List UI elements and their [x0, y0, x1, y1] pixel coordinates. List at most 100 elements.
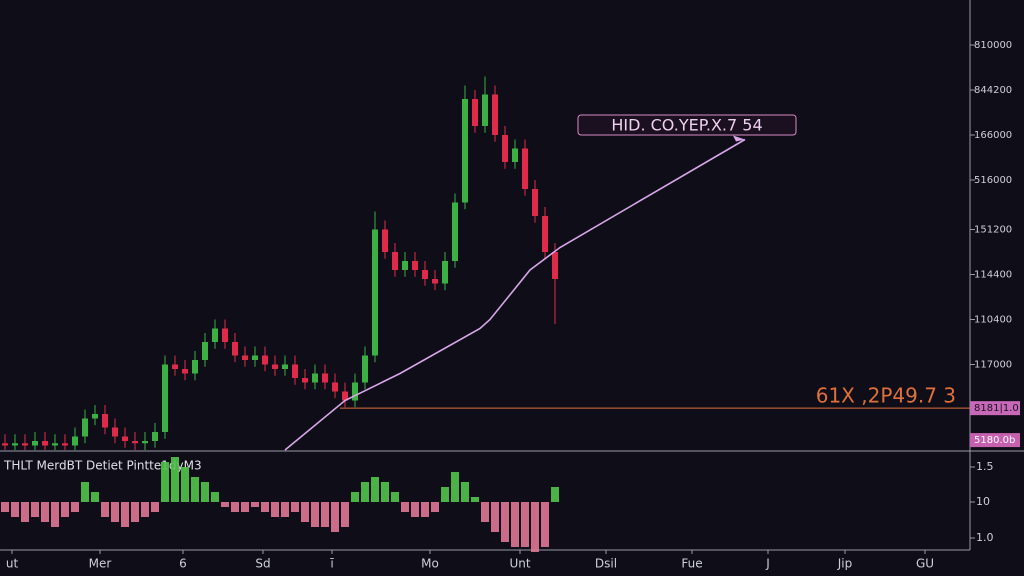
oscillator-bar: [471, 497, 479, 502]
oscillator-bar: [521, 502, 529, 547]
candle-body: [312, 373, 318, 383]
oscillator-bar: [31, 502, 39, 517]
oscillator-bar: [261, 502, 269, 512]
candle-body: [82, 418, 88, 437]
oscillator-bar: [41, 502, 49, 522]
oscillator-bar: [391, 492, 399, 502]
price-tag: [970, 433, 1020, 448]
y-tick-label: 166000: [974, 130, 1012, 141]
y-tick-label: 810000: [974, 40, 1012, 51]
oscillator-bar: [301, 502, 309, 522]
price-tag-label: 5180.0b: [974, 435, 1015, 446]
oscillator-bar: [161, 462, 169, 502]
candle-body: [322, 373, 328, 383]
candle-body: [512, 148, 518, 162]
oscillator-bar: [401, 502, 409, 512]
candle-body: [152, 432, 158, 441]
oscillator-bar: [231, 502, 239, 512]
oscillator-bar: [371, 477, 379, 502]
candle-body: [52, 443, 58, 446]
oscillator-bar: [111, 502, 119, 522]
candle-body: [202, 342, 208, 360]
oscillator-bar: [181, 467, 189, 502]
candle-body: [142, 441, 148, 444]
x-tick-label: Dsil: [595, 557, 617, 571]
oscillator-bar: [151, 502, 159, 512]
oscillator-bar: [291, 502, 299, 512]
x-tick-label: Jip: [837, 557, 853, 571]
candle-body: [552, 252, 558, 279]
oscillator-bar: [51, 502, 59, 527]
oscillator-bar: [421, 502, 429, 517]
oscillator-bar: [451, 472, 459, 502]
candle-body: [382, 229, 388, 252]
x-tick-label: Unt: [509, 557, 530, 571]
oscillator-bar: [491, 502, 499, 532]
candle-body: [72, 436, 78, 446]
y-tick-label: 114400: [974, 270, 1012, 281]
oscillator-bar: [81, 482, 89, 502]
candle-body: [262, 355, 268, 365]
oscillator-bar: [201, 482, 209, 502]
oscillator-bar: [281, 502, 289, 517]
oscillator-bar: [141, 502, 149, 517]
candle-body: [392, 252, 398, 270]
candle-body: [252, 355, 258, 360]
oscillator-bar: [501, 502, 509, 542]
x-tick-label: Mo: [421, 557, 439, 571]
oscillator-bar: [411, 502, 419, 517]
annotation-box: [577, 114, 797, 136]
candle-body: [122, 436, 128, 441]
candle-body: [112, 427, 118, 437]
x-tick-label: Sd: [255, 557, 270, 571]
candle-body: [432, 279, 438, 284]
oscillator-bar: [211, 492, 219, 502]
oscillator-bar: [101, 502, 109, 517]
y-tick-label: 117000: [974, 360, 1012, 371]
oscillator-bar: [311, 502, 319, 527]
oscillator-bar: [331, 502, 339, 532]
x-tick-label: ī: [329, 557, 334, 571]
candle-body: [42, 441, 48, 446]
oscillator-bar: [441, 487, 449, 502]
oscillator-bar: [511, 502, 519, 547]
x-tick-label: Fue: [681, 557, 702, 571]
candle-body: [132, 441, 138, 444]
candle-body: [292, 364, 298, 378]
oscillator-bar: [241, 502, 249, 512]
y-tick-label: 1.0: [976, 531, 994, 544]
candle-body: [522, 148, 528, 189]
candle-body: [22, 443, 28, 446]
oscillator-bar: [221, 502, 229, 507]
candle-body: [482, 94, 488, 126]
oscillator-bar: [361, 482, 369, 502]
x-tick-label: J: [765, 557, 770, 571]
candle-body: [442, 261, 448, 284]
x-tick-label: 6: [179, 557, 187, 571]
candle-body: [212, 328, 218, 342]
candle-body: [542, 216, 548, 252]
oscillator-bar: [531, 502, 539, 552]
candle-body: [462, 99, 468, 203]
candle-body: [412, 261, 418, 270]
price-tag-label: 8181|1.0: [974, 403, 1019, 414]
candle-body: [32, 441, 38, 446]
price-tag: [970, 401, 1020, 416]
y-tick-label: 1.5: [976, 460, 994, 473]
candle-body: [272, 364, 278, 369]
candle-body: [352, 382, 358, 401]
candle-body: [302, 378, 308, 383]
candle-body: [172, 364, 178, 369]
candle-body: [102, 414, 108, 428]
candle-body: [222, 328, 228, 342]
candle-body: [502, 135, 508, 162]
oscillator-bar: [381, 482, 389, 502]
oscillator-bar: [71, 502, 79, 512]
oscillator-bar: [171, 457, 179, 502]
candle-body: [452, 202, 458, 261]
candle-body: [422, 270, 428, 279]
level-label: 61X ,2P49.7 3: [816, 384, 956, 408]
y-tick-label: 110400: [974, 315, 1012, 326]
candle-body: [402, 261, 408, 270]
oscillator-bar: [431, 502, 439, 512]
